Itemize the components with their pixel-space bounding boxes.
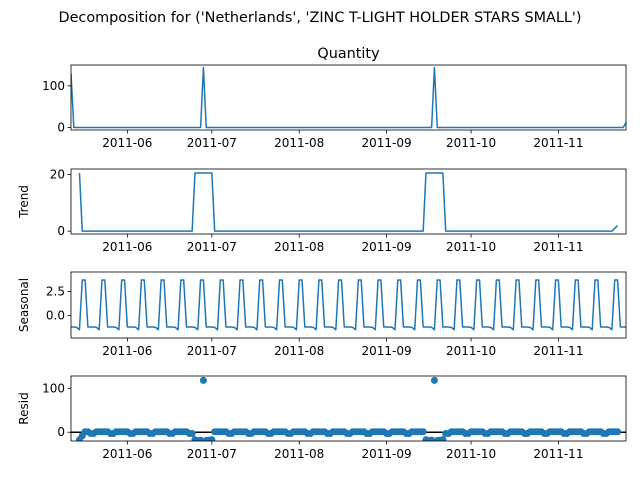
y-axis-label: Resid: [17, 392, 31, 424]
x-tick-label: 2011-08: [274, 447, 324, 461]
panel-2: Trend 0 20 2011-06 2011-07 2011-08 2011-09 2011…: [17, 168, 627, 254]
x-tick-label: 2011-06: [102, 240, 152, 254]
y-axis-label: Trend: [17, 185, 31, 219]
x-tick-label: 2011-11: [533, 136, 583, 150]
plot-area: [71, 279, 626, 331]
x-tick-label: 2011-08: [274, 240, 324, 254]
y-tick-label: 0: [57, 224, 65, 238]
x-tick-label: 2011-08: [274, 136, 324, 150]
x-tick-label: 2011-09: [361, 447, 411, 461]
y-tick-label: 100: [42, 79, 65, 93]
resid-point: [430, 376, 438, 384]
resid-point: [188, 430, 196, 438]
y-tick-label: 20: [50, 168, 65, 182]
x-tick-label: 2011-07: [187, 136, 237, 150]
y-tick-label: 2.5: [46, 284, 65, 298]
x-tick-label: 2011-06: [102, 447, 152, 461]
y-tick-label: 0: [57, 425, 65, 439]
x-tick-label: 2011-09: [361, 136, 411, 150]
panel-4: Resid 0 100 2011-06 2011-07 2011-08 2011-09 201…: [17, 375, 627, 461]
series-line: [71, 279, 626, 331]
x-tick-label: 2011-09: [361, 240, 411, 254]
x-tick-label: 2011-10: [446, 447, 496, 461]
plot-area: [71, 66, 626, 129]
x-tick-label: 2011-07: [187, 240, 237, 254]
x-tick-label: 2011-11: [533, 240, 583, 254]
plot-area: [71, 376, 626, 441]
resid-point: [439, 436, 447, 441]
series-line: [71, 66, 626, 129]
resid-point: [614, 428, 622, 436]
series-line: [78, 172, 619, 232]
x-tick-label: 2011-06: [102, 344, 152, 358]
y-axis-label: Seasonal: [17, 278, 31, 332]
figure-suptitle: Decomposition for ('Netherlands', 'ZINC …: [59, 10, 582, 26]
y-tick-label: 0.0: [46, 309, 65, 323]
x-tick-label: 2011-08: [274, 344, 324, 358]
x-tick-label: 2011-06: [102, 136, 152, 150]
resid-point: [428, 436, 436, 441]
axes-frame: [70, 64, 627, 131]
resid-point: [208, 436, 216, 441]
axes-frame: [70, 271, 627, 339]
x-tick-label: 2011-11: [533, 344, 583, 358]
x-tick-label: 2011-10: [446, 344, 496, 358]
axes-frame: [70, 168, 627, 235]
x-tick-label: 2011-10: [446, 240, 496, 254]
resid-point: [197, 436, 205, 441]
x-tick-label: 2011-11: [533, 447, 583, 461]
panel-title: Quantity: [317, 46, 380, 62]
panel-1: Quantity 0 100 2011-06 2011-07 2011-08 2011-09…: [42, 46, 627, 150]
x-tick-label: 2011-10: [446, 136, 496, 150]
y-tick-label: 0: [57, 121, 65, 135]
x-tick-label: 2011-07: [187, 344, 237, 358]
axes-frame: [70, 375, 627, 442]
panel-3: Seasonal 0.0 2.5 2011-06 2011-07 2011-08 2011-…: [17, 271, 627, 358]
resid-point: [199, 376, 207, 384]
resid-point: [419, 428, 427, 436]
plot-area: [78, 172, 619, 232]
y-tick-label: 100: [42, 381, 65, 395]
x-tick-label: 2011-09: [361, 344, 411, 358]
x-tick-label: 2011-07: [187, 447, 237, 461]
